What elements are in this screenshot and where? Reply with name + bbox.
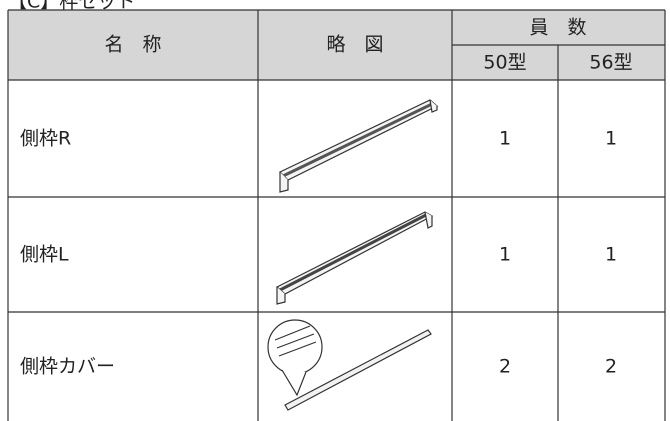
illustration-side-frame-l [275,211,434,305]
section-title: 【C】枠セット [8,0,135,13]
table-grid [7,9,666,421]
col-figure: 略 図 [326,34,383,56]
row-count: 2 [499,356,511,378]
row-name: 側枠カバー [20,356,115,378]
row-count: 1 [499,244,511,266]
row-count: 1 [605,244,617,266]
row-name: 側枠R [20,128,71,150]
row-name: 側枠L [20,244,69,266]
row-count: 2 [605,356,617,378]
row-count: 1 [605,128,617,150]
col-size: 50型 [483,52,526,74]
illustration-side-frame-cover [267,319,432,411]
row-count: 1 [499,128,511,150]
col-name: 名 称 [104,34,161,56]
illustration-side-frame-r [278,99,439,193]
col-size: 56型 [589,52,632,74]
col-quantity: 員 数 [529,17,586,39]
